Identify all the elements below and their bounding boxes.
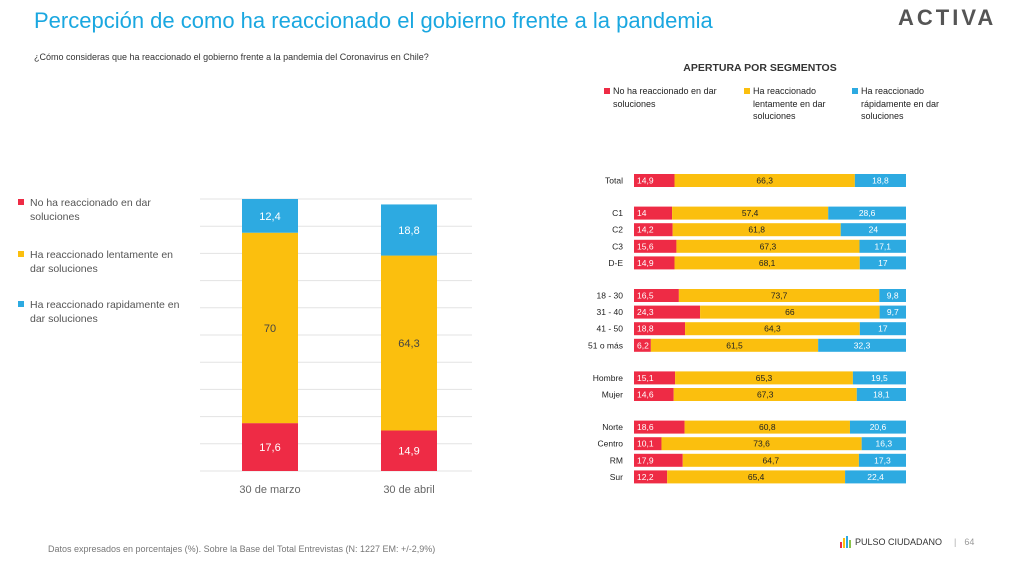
- segments-title: APERTURA POR SEGMENTOS: [683, 62, 837, 74]
- footnote: Datos expresados en porcentajes (%). Sob…: [48, 544, 436, 554]
- legend-label: Ha reaccionado rapidamente en dar soluci…: [30, 299, 180, 325]
- legend-label: Ha reaccionado lentamente en dar solucio…: [753, 86, 826, 121]
- data-label: 17,6: [259, 442, 280, 454]
- activa-logo: ACTIVA: [898, 5, 997, 30]
- legend-swatch-red: [18, 199, 24, 205]
- data-label: 18,8: [398, 225, 419, 237]
- x-tick-label: 30 de abril: [383, 484, 434, 496]
- page-number: 64: [964, 537, 975, 547]
- data-label: 14,9: [398, 446, 419, 458]
- x-tick-label: 30 de marzo: [239, 484, 300, 496]
- bar-segment: [242, 423, 298, 471]
- bar-segment: [242, 199, 298, 233]
- bar-segment: [381, 255, 437, 431]
- legend-swatch-blue: [852, 88, 858, 94]
- page-title: Percepción de como ha reaccionado el gob…: [34, 8, 713, 33]
- pulso-logo-icon: [840, 536, 851, 548]
- bar-segment: [381, 430, 437, 471]
- brand-footer: PULSO CIUDADANO | 64: [840, 536, 974, 548]
- bar-segment: [381, 204, 437, 256]
- survey-question: ¿Cómo consideras que ha reaccionado el g…: [34, 52, 429, 62]
- legend-label: No ha reaccionado en dar soluciones: [613, 86, 717, 109]
- brand-separator: |: [954, 537, 957, 547]
- data-label: 70: [264, 323, 276, 335]
- data-label: 12,4: [259, 211, 280, 223]
- legend-label: Ha reaccionado lentamente en dar solucio…: [30, 249, 174, 275]
- legend-swatch-blue: [18, 301, 24, 307]
- brand-name: PULSO CIUDADANO: [855, 537, 943, 547]
- bar-segment: [242, 232, 298, 424]
- legend-swatch-yellow: [744, 88, 750, 94]
- legend-swatch-red: [604, 88, 610, 94]
- legend-label: No ha reaccionado en dar soluciones: [30, 197, 151, 223]
- legend-label: Ha reaccionado rápidamente en dar soluci…: [861, 86, 940, 121]
- legend-swatch-yellow: [18, 251, 24, 257]
- data-label: 64,3: [398, 338, 419, 350]
